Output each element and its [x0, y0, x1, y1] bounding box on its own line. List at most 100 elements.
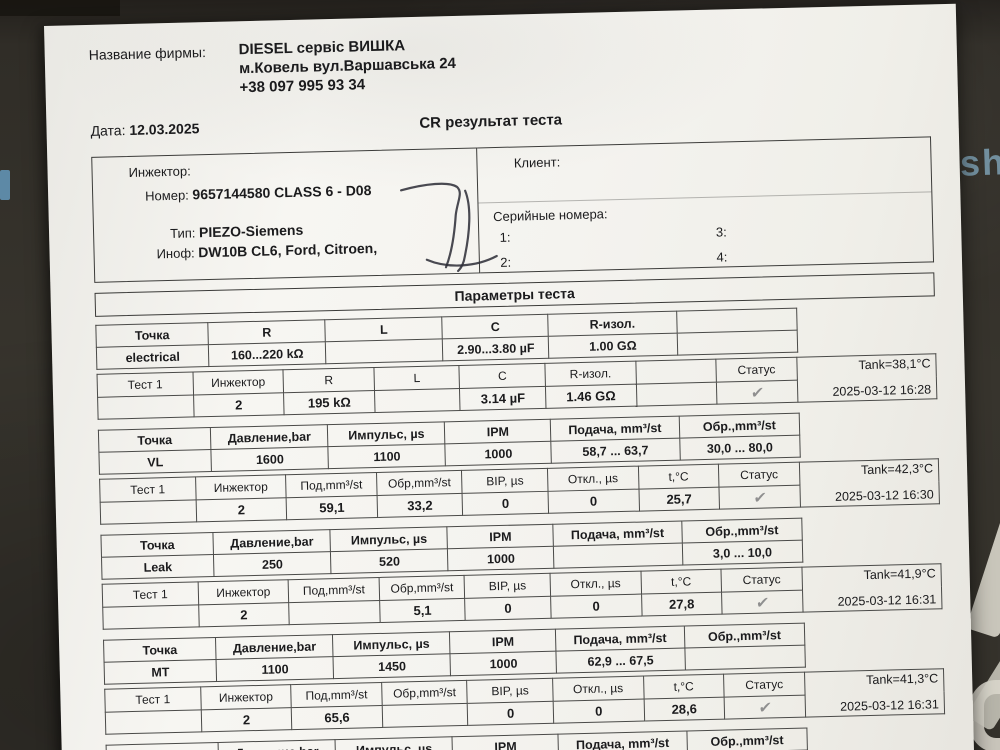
test-value: 59,1 — [286, 495, 378, 520]
tank-info-cell: Tank=41,3°C 2025-03-12 16:31 — [804, 668, 945, 718]
param-value: 1100 — [328, 444, 446, 469]
test-value: 3.14 µF — [459, 386, 546, 411]
test-section-vl: Точка Давление,bar Импульс, µs IPM Подач… — [97, 410, 940, 526]
col-header: Инжектор — [192, 370, 284, 395]
test-value: 0 — [547, 488, 640, 514]
status-cell: ✔ — [724, 694, 806, 720]
test-value — [105, 709, 202, 735]
col-header: Подача, mm³/st — [550, 416, 680, 442]
test-value: 2 — [200, 707, 293, 733]
col-header: C — [459, 363, 546, 389]
param-value: 1000 — [447, 546, 555, 572]
company-info: DIESEL сервіс ВИШКА м.Ковель вул.Варшавс… — [238, 36, 456, 98]
test-value — [374, 388, 461, 413]
tank-temperature: Tank=38,1°C — [858, 356, 931, 373]
paper-document: Название фирмы: DIESEL сервіс ВИШКА м.Ко… — [44, 3, 976, 750]
col-header: Точка — [95, 322, 209, 348]
param-value: 520 — [330, 549, 449, 574]
blue-object-edge — [0, 170, 10, 200]
col-header: Обр.,mm³/st — [681, 518, 803, 544]
tank-info-cell: Tank=42,3°C 2025-03-12 16:30 — [799, 459, 940, 508]
col-header: Статус — [721, 567, 803, 592]
col-header: Точка — [106, 742, 219, 750]
client-box: Клиент: Серийные номера: 1: 3: 2: 4: — [477, 136, 935, 274]
col-header: Откл., µs — [550, 571, 642, 597]
col-header: Давление,bar — [213, 529, 331, 555]
test-value: 25,7 — [638, 486, 720, 512]
test-value: 33,2 — [376, 493, 464, 518]
background-shadow — [0, 0, 120, 16]
surface-watermark-text: sh — [959, 141, 1000, 184]
col-header: Инжектор — [195, 474, 287, 500]
col-header: R — [207, 319, 326, 345]
test-value: 0 — [553, 698, 645, 724]
col-header: Тест 1 — [97, 372, 194, 398]
col-header: Давление,bar — [215, 634, 334, 660]
test-datetime: 2025-03-12 16:31 — [837, 592, 937, 610]
handwritten-underline — [426, 255, 499, 267]
test-value: 27,8 — [641, 591, 723, 617]
col-header: Обр,mm³/st — [376, 470, 463, 496]
param-value — [553, 543, 683, 569]
col-header: t,°C — [638, 464, 720, 489]
col-header: Статус — [715, 357, 798, 382]
test-datetime: 2025-03-12 16:28 — [832, 382, 932, 400]
col-header: IPM — [447, 524, 554, 550]
col-header: Откл., µs — [547, 466, 639, 492]
col-header: Обр.,mm³/st — [678, 413, 800, 439]
test-datetime: 2025-03-12 16:30 — [834, 487, 934, 505]
col-header: Импульс, µs — [330, 527, 448, 552]
col-header: Подача, mm³/st — [553, 521, 682, 547]
injector-number-value: 9657144580 CLASS 6 - D08 — [192, 182, 372, 203]
date-label: Дата: — [90, 122, 126, 140]
test-section-electrical: Точка R L C R-изол. electrical 160...220… — [95, 305, 938, 421]
param-value: 1600 — [211, 446, 329, 472]
status-cell: ✔ — [716, 379, 798, 405]
param-value: 58,7 ... 63,7 — [551, 438, 680, 464]
test-value: 2 — [195, 497, 287, 523]
param-value — [676, 330, 798, 356]
test-value — [636, 381, 718, 407]
client-label: Клиент: — [513, 154, 561, 171]
document-date: Дата: 12.03.2025 — [90, 120, 199, 139]
test-value — [102, 604, 199, 630]
col-header: Тест 1 — [99, 477, 196, 503]
col-header: Под,mm³/st — [290, 682, 383, 708]
status-check-icon: ✔ — [752, 488, 767, 507]
col-header: Точка — [103, 637, 217, 663]
tank-info-cell: Tank=38,1°C 2025-03-12 16:28 — [796, 354, 937, 403]
test-value: 65,6 — [291, 705, 383, 730]
serial-slot-3: 3: — [715, 224, 727, 240]
serial-slot-4: 4: — [716, 249, 728, 265]
col-header: Статус — [718, 462, 800, 487]
tank-temperature: Tank=42,3°C — [860, 461, 934, 478]
param-value: Leak — [101, 554, 215, 580]
col-header: Давление,bar — [210, 424, 329, 450]
company-label: Название фирмы: — [88, 44, 207, 63]
param-value — [325, 339, 444, 364]
test-value: 28,6 — [643, 696, 725, 722]
col-header: L — [325, 317, 443, 342]
test-section-leak: Точка Давление,bar Импульс, µs IPM Подач… — [100, 514, 943, 630]
col-header: BIP, µs — [467, 678, 554, 704]
col-header: R — [283, 367, 375, 393]
injector-number-label: Номер: — [145, 187, 190, 204]
col-header: Под,mm³/st — [285, 472, 377, 498]
col-header: Откл., µs — [552, 676, 644, 702]
col-header: IPM — [449, 629, 557, 655]
test-value: 0 — [465, 596, 552, 621]
tank-temperature: Tank=41,9°C — [863, 566, 936, 583]
param-value: 1000 — [450, 651, 557, 677]
company-header: Название фирмы: DIESEL сервіс ВИШКА м.Ко… — [88, 24, 929, 101]
col-header: C — [442, 314, 549, 340]
test-value — [97, 394, 194, 420]
col-header: Под,mm³/st — [288, 577, 380, 603]
test-value — [382, 703, 469, 728]
col-header: Статус — [723, 672, 805, 697]
param-value: 3,0 ... 10,0 — [681, 540, 804, 566]
injector-info-label: Иноф: — [156, 245, 195, 262]
serial-section: Серийные номера: 1: 3: 2: 4: — [479, 192, 933, 272]
param-value: electrical — [96, 344, 210, 370]
col-header: Подача, mm³/st — [558, 731, 688, 750]
col-header: Точка — [98, 427, 212, 453]
